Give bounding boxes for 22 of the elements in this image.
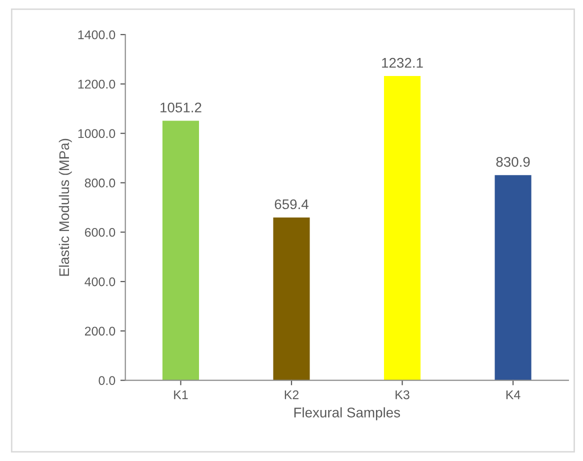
bar	[162, 120, 200, 380]
data-label: 659.4	[274, 199, 308, 210]
x-tick-label: K2	[284, 390, 299, 400]
bar	[384, 76, 421, 380]
y-tick-label: 1000.0	[78, 129, 116, 138]
x-tick-label: K1	[174, 390, 188, 400]
bar	[273, 217, 310, 380]
y-tick-label: 400.0	[84, 277, 116, 286]
y-tick-label: 200.0	[84, 326, 116, 336]
x-tick-label: K4	[506, 390, 520, 400]
y-tick-label: 600.0	[84, 228, 116, 237]
x-tick-label: K3	[396, 390, 410, 400]
y-tick-label: 800.0	[84, 178, 116, 188]
y-tick-label: 1400.0	[78, 30, 116, 40]
data-label: 1232.1	[382, 58, 423, 68]
data-label: 1051.2	[160, 102, 202, 112]
data-label: 830.9	[496, 156, 530, 167]
y-tick-label: 1200.0	[78, 80, 116, 89]
y-axis-title: Elastic Modulus (MPa)	[58, 138, 72, 276]
y-tick-label: 0.0	[98, 376, 116, 385]
bar	[494, 175, 532, 380]
x-axis-title: Flexural Samples	[294, 407, 400, 420]
